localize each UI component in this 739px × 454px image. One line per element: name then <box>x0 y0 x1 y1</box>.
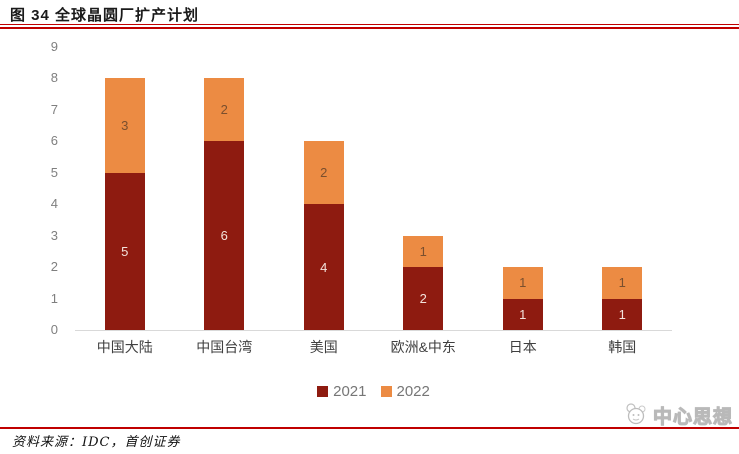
data-label: 5 <box>121 243 129 259</box>
legend-label: 2021 <box>333 383 367 400</box>
bar-segment-2022: 1 <box>502 267 543 299</box>
bar-segment-2021: 5 <box>104 172 145 330</box>
legend-item-2022: 2022 <box>380 383 430 400</box>
data-label: 2 <box>220 102 228 118</box>
mascot-icon <box>623 401 649 430</box>
bar-segment-2021: 1 <box>602 298 643 330</box>
x-axis-label: 日本 <box>508 339 537 355</box>
legend-swatch <box>380 386 392 397</box>
bar-segment-2022: 1 <box>403 235 444 268</box>
x-axis-label: 韩国 <box>608 339 637 355</box>
data-label: 2 <box>320 165 328 181</box>
data-label: 3 <box>121 118 129 134</box>
figure-title: 图 34 全球晶圆厂扩产计划 <box>10 7 200 24</box>
data-label: 1 <box>519 275 527 291</box>
data-label: 4 <box>320 259 328 275</box>
bar-segment-2022: 1 <box>602 267 643 299</box>
legend: 2021 2022 <box>75 383 672 400</box>
y-axis-tick: 0 <box>50 322 58 337</box>
legend-item-2021: 2021 <box>317 383 367 400</box>
y-axis-tick: 7 <box>50 101 58 117</box>
watermark-text: 中心思想 <box>652 406 733 428</box>
y-axis-tick: 2 <box>50 259 58 275</box>
footer-rule <box>0 427 739 429</box>
x-axis-label: 中国大陆 <box>96 339 153 355</box>
legend-label: 2022 <box>396 383 430 400</box>
data-label: 1 <box>618 306 626 322</box>
y-axis-tick: 1 <box>50 290 58 306</box>
x-axis-label: 美国 <box>309 339 338 355</box>
y-axis-tick: 5 <box>50 164 58 180</box>
bar-segment-2022: 2 <box>303 141 344 205</box>
bar-segment-2022: 3 <box>104 78 145 173</box>
y-axis-tick: 8 <box>50 70 58 86</box>
data-label: 1 <box>618 275 626 291</box>
y-axis-tick: 3 <box>50 227 58 243</box>
header-rule-thick <box>0 26 739 29</box>
data-label: 6 <box>220 228 228 244</box>
y-axis-tick: 9 <box>50 39 58 54</box>
bar-segment-2021: 4 <box>303 204 344 330</box>
bar-segment-2021: 2 <box>403 267 444 330</box>
watermark-logo: 中心思想 <box>623 402 733 428</box>
legend-swatch <box>317 386 329 397</box>
header-rule-thin <box>0 24 739 25</box>
x-axis-label: 中国台湾 <box>196 339 253 355</box>
plot-area: 5 3 6 2 4 2 2 1 1 1 1 1 <box>75 47 672 331</box>
bar-segment-2022: 2 <box>204 78 245 142</box>
data-label: 1 <box>419 243 427 259</box>
data-label: 2 <box>419 291 427 307</box>
y-axis: 9 8 7 6 5 4 3 2 1 0 <box>0 39 60 337</box>
y-axis-tick: 6 <box>50 133 58 149</box>
bar-segment-2021: 6 <box>204 141 245 330</box>
source-note: 资料来源：IDC，首创证券 <box>12 435 181 450</box>
data-label: 1 <box>519 306 527 322</box>
y-axis-tick: 4 <box>50 196 58 212</box>
x-axis: 中国大陆 中国台湾 美国 欧洲&中东 日本 韩国 <box>75 337 672 357</box>
bar-segment-2021: 1 <box>502 298 543 330</box>
x-axis-label: 欧洲&中东 <box>390 339 456 355</box>
